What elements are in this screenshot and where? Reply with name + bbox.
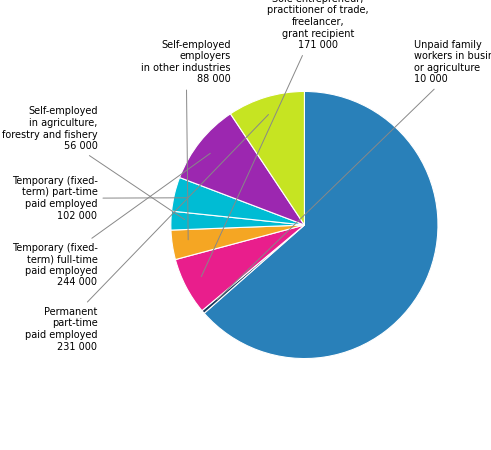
Wedge shape xyxy=(202,225,304,313)
Text: Self-employed
employers
in other industries
88 000: Self-employed employers in other industr… xyxy=(141,40,231,240)
Wedge shape xyxy=(171,225,304,260)
Wedge shape xyxy=(230,91,304,225)
Text: Temporary (fixed-
term) full-time
paid employed
244 000: Temporary (fixed- term) full-time paid e… xyxy=(12,153,210,288)
Text: Permanent
part-time
paid employed
231 000: Permanent part-time paid employed 231 00… xyxy=(25,114,269,351)
Text: Self-employed
in agriculture,
forestry and fishery
56 000: Self-employed in agriculture, forestry a… xyxy=(2,107,185,220)
Wedge shape xyxy=(175,225,304,310)
Text: Unpaid family
workers in business
or agriculture
10 000: Unpaid family workers in business or agr… xyxy=(217,40,491,300)
Text: Sole entrepreneur,
practitioner of trade,
freelancer,
grant recipient
171 000: Sole entrepreneur, practitioner of trade… xyxy=(201,0,369,277)
Text: Temporary (fixed-
term) part-time
paid employed
102 000: Temporary (fixed- term) part-time paid e… xyxy=(12,176,187,220)
Wedge shape xyxy=(171,211,304,230)
Wedge shape xyxy=(204,91,438,359)
Wedge shape xyxy=(180,114,304,225)
Wedge shape xyxy=(171,177,304,225)
